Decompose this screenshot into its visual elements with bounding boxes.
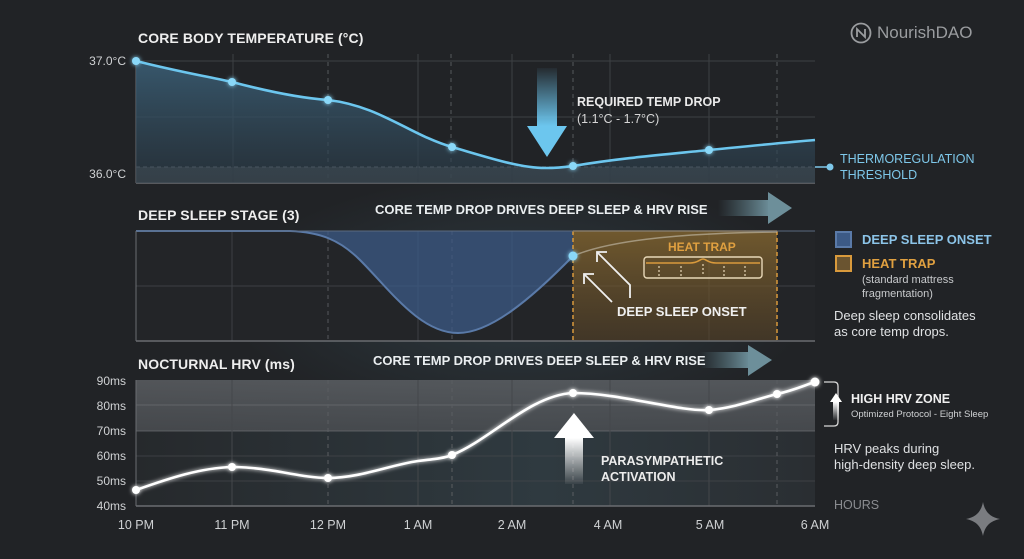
heat-trap-chart-label: HEAT TRAP xyxy=(668,240,736,254)
legend-item-deep-sleep-onset: DEEP SLEEP ONSET xyxy=(835,231,992,248)
deep-sleep-summary: Deep sleep consolidates as core temp dro… xyxy=(834,308,976,340)
threshold-label-line2: THRESHOLD xyxy=(840,168,918,182)
x-label-2am: 2 AM xyxy=(497,518,527,532)
high-hrv-zone-title: HIGH HRV ZONE xyxy=(851,392,951,406)
banner-arrow-icon-2 xyxy=(700,345,772,376)
deep-sleep-title: DEEP SLEEP STAGE (3) xyxy=(138,207,300,223)
onset-pointer-arrows-icon xyxy=(583,251,631,303)
temp-y-top-label: 37.0°C xyxy=(89,54,126,68)
x-label-1am: 1 AM xyxy=(403,518,433,532)
high-hrv-zone-subtitle: Optimized Protocol - Eight Sleep xyxy=(851,409,989,420)
x-label-12pm: 12 PM xyxy=(309,518,347,532)
hrv-y-label-70: 70ms xyxy=(96,424,126,438)
temperature-title: CORE BODY TEMPERATURE (°C) xyxy=(138,30,364,46)
hrv-summary: HRV peaks during high-density deep sleep… xyxy=(834,441,975,473)
brand-logo: NourishDAO xyxy=(850,22,972,44)
heat-trap-region xyxy=(573,231,777,341)
temperature-line xyxy=(135,59,816,170)
sparkle-icon xyxy=(966,502,1000,536)
temperature-area xyxy=(136,61,815,183)
deep-sleep-line xyxy=(136,230,574,335)
hrv-line xyxy=(135,380,816,492)
hrv-y-label-40: 40ms xyxy=(96,499,126,513)
x-label-11pm: 11 PM xyxy=(214,518,250,532)
heat-trap-swatch-icon xyxy=(835,255,852,272)
legend-label-deep-sleep: DEEP SLEEP ONSET xyxy=(862,232,992,247)
hrv-summary-line1: HRV peaks during xyxy=(834,441,940,456)
heat-trap-note-line1: (standard mattress xyxy=(862,274,954,286)
x-axis-unit-label: HOURS xyxy=(834,498,880,512)
legend-item-heat-trap: HEAT TRAP xyxy=(835,255,935,272)
hrv-summary-line2: high-density deep sleep. xyxy=(834,457,975,472)
temp-y-bottom-label: 36.0°C xyxy=(89,167,126,181)
banner-text-1: CORE TEMP DROP DRIVES DEEP SLEEP & HRV R… xyxy=(375,201,708,217)
deep-sleep-onset-point xyxy=(568,251,578,261)
x-label-6am: 6 AM xyxy=(800,518,830,532)
deep-sleep-summary-line2: as core temp drops. xyxy=(834,324,949,339)
hrv-title: NOCTURNAL HRV (ms) xyxy=(138,356,295,372)
banner-text-2: CORE TEMP DROP DRIVES DEEP SLEEP & HRV R… xyxy=(373,352,706,368)
heat-trap-note: (standard mattress fragmentation) xyxy=(862,273,954,301)
hrv-y-label-90: 90ms xyxy=(96,374,126,388)
parasympathetic-line2: ACTIVATION xyxy=(601,470,676,484)
x-label-4am: 4 AM xyxy=(593,518,623,532)
threshold-label-line1: THERMOREGULATION xyxy=(840,152,975,166)
causal-banner-2: CORE TEMP DROP DRIVES DEEP SLEEP & HRV R… xyxy=(373,344,706,376)
brand-name: NourishDAO xyxy=(877,23,973,42)
threshold-dot-icon xyxy=(826,163,834,171)
deep-sleep-area xyxy=(136,231,573,333)
mattress-icon xyxy=(643,256,763,279)
causal-banner-1: CORE TEMP DROP DRIVES DEEP SLEEP & HRV R… xyxy=(375,193,708,225)
deep-sleep-summary-line1: Deep sleep consolidates xyxy=(834,308,976,323)
hrv-y-label-50: 50ms xyxy=(96,474,126,488)
parasympathetic-up-arrow-icon xyxy=(554,413,594,484)
thermoregulation-threshold-label: THERMOREGULATION THRESHOLD xyxy=(840,151,975,183)
temp-drop-arrow-icon xyxy=(527,68,567,157)
x-label-5am: 5 AM xyxy=(695,518,725,532)
hrv-y-label-60: 60ms xyxy=(96,449,126,463)
x-label-10pm: 10 PM xyxy=(117,518,155,532)
hrv-y-label-80: 80ms xyxy=(96,399,126,413)
n-circle-logo-icon xyxy=(850,22,872,44)
legend-label-heat-trap: HEAT TRAP xyxy=(862,256,936,271)
heat-trap-note-line2: fragmentation) xyxy=(862,288,933,300)
temp-drop-annotation-range: (1.1°C - 1.7°C) xyxy=(577,112,660,126)
temp-drop-annotation-title: REQUIRED TEMP DROP xyxy=(577,95,721,109)
parasympathetic-annotation: PARASYMPATHETIC ACTIVATION xyxy=(601,453,723,485)
high-hrv-zone-bracket xyxy=(824,381,842,427)
hrv-points xyxy=(132,377,820,494)
parasympathetic-line1: PARASYMPATHETIC xyxy=(601,454,724,468)
banner-arrow-icon-1 xyxy=(718,192,792,224)
temperature-points xyxy=(132,57,713,170)
deep-sleep-onset-chart-label: DEEP SLEEP ONSET xyxy=(617,304,747,319)
deep-sleep-swatch-icon xyxy=(835,231,852,248)
